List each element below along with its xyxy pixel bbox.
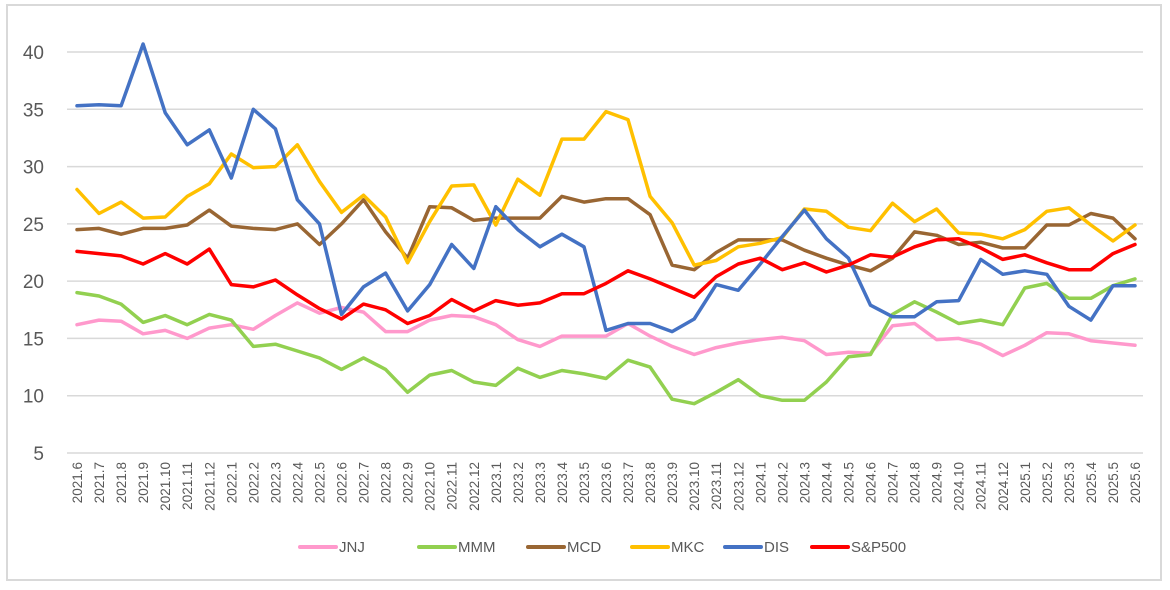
- gridlines: [67, 51, 1143, 454]
- series-line-mcd: [75, 194, 1137, 273]
- x-tick-label: 2022.5: [312, 462, 327, 503]
- series-line-dis: [75, 42, 1137, 334]
- x-tick-label: 2024.2: [775, 462, 790, 503]
- y-tick-label: 10: [23, 387, 44, 408]
- x-tick-label: 2022.6: [335, 462, 350, 503]
- x-tick-label: 2021.11: [180, 462, 195, 510]
- y-axis-ticks: 5 10 15 20 25 30 35 40: [23, 43, 44, 465]
- x-tick-label: 2023.10: [687, 462, 702, 511]
- x-tick-label: 2023.4: [555, 462, 570, 504]
- x-tick-label: 2023.6: [599, 462, 614, 503]
- x-tick-label: 2024.9: [930, 462, 945, 503]
- y-tick-label: 25: [23, 215, 44, 236]
- x-tick-label: 2023.9: [665, 462, 680, 503]
- x-tick-label: 2022.4: [290, 462, 305, 504]
- legend: JNJ MMM MCD MKC DIS S&P500: [298, 539, 906, 556]
- x-tick-label: 2021.6: [70, 462, 85, 503]
- x-tick-label: 2025.5: [1106, 462, 1121, 503]
- x-tick-label: 2024.7: [886, 462, 901, 503]
- x-tick-label: 2022.10: [423, 462, 438, 511]
- x-tick-label: 2021.10: [158, 462, 173, 511]
- x-tick-label: 2024.3: [797, 462, 812, 503]
- x-tick-label: 2025.3: [1062, 462, 1077, 503]
- y-tick-label: 20: [23, 272, 44, 293]
- y-tick-label: 15: [23, 329, 44, 350]
- x-tick-label: 2022.8: [379, 462, 394, 503]
- x-tick-label: 2024.1: [753, 462, 768, 503]
- y-tick-label: 40: [23, 43, 44, 64]
- x-tick-label: 2023.12: [731, 462, 746, 511]
- y-tick-label: 30: [23, 158, 44, 179]
- x-tick-label: 2022.7: [357, 462, 372, 503]
- x-tick-label: 2024.5: [841, 462, 856, 503]
- x-tick-label: 2024.10: [952, 462, 967, 511]
- x-tick-label: 2023.11: [709, 462, 724, 510]
- x-tick-label: 2021.12: [202, 462, 217, 511]
- x-tick-label: 2021.9: [136, 462, 151, 503]
- x-tick-label: 2022.11: [445, 462, 460, 510]
- legend-label-sp500: S&P500: [851, 539, 906, 556]
- x-tick-label: 2024.12: [996, 462, 1011, 511]
- x-tick-label: 2022.12: [467, 462, 482, 511]
- x-tick-label: 2023.7: [621, 462, 636, 503]
- legend-label-mmm: MMM: [458, 539, 496, 556]
- x-tick-label: 2022.1: [224, 462, 239, 503]
- x-tick-label: 2025.1: [1018, 462, 1033, 503]
- x-tick-label: 2024.8: [908, 462, 923, 503]
- y-tick-label: 5: [33, 444, 44, 465]
- x-tick-label: 2022.2: [246, 462, 261, 503]
- legend-label-mcd: MCD: [567, 539, 601, 556]
- x-tick-label: 2025.4: [1084, 462, 1099, 504]
- legend-label-jnj: JNJ: [339, 539, 365, 556]
- x-tick-label: 2024.11: [974, 462, 989, 510]
- x-tick-label: 2022.3: [268, 462, 283, 503]
- series-line-mkc: [75, 109, 1137, 267]
- x-tick-label: 2022.9: [401, 462, 416, 503]
- series-line-mmm: [75, 277, 1137, 406]
- legend-label-mkc: MKC: [671, 539, 705, 556]
- x-tick-label: 2023.3: [533, 462, 548, 503]
- x-tick-label: 2024.4: [819, 462, 834, 504]
- x-tick-label: 2023.8: [643, 462, 658, 503]
- y-tick-label: 35: [23, 100, 44, 121]
- x-tick-label: 2023.1: [489, 462, 504, 503]
- series-line-jnj: [75, 301, 1137, 358]
- x-tick-label: 2021.7: [92, 462, 107, 503]
- x-axis-ticks: 2021.6 2021.7 2021.8 2021.9 2021.10 2021.11 20…: [70, 462, 1143, 511]
- series-line-sp500: [75, 237, 1137, 326]
- x-tick-label: 2025.6: [1128, 462, 1143, 503]
- x-tick-label: 2024.6: [864, 462, 879, 503]
- legend-label-dis: DIS: [764, 539, 789, 556]
- x-tick-label: 2025.2: [1040, 462, 1055, 503]
- x-tick-label: 2023.2: [511, 462, 526, 503]
- series-lines: [75, 42, 1137, 406]
- x-tick-label: 2023.5: [577, 462, 592, 503]
- x-tick-label: 2021.8: [114, 462, 129, 503]
